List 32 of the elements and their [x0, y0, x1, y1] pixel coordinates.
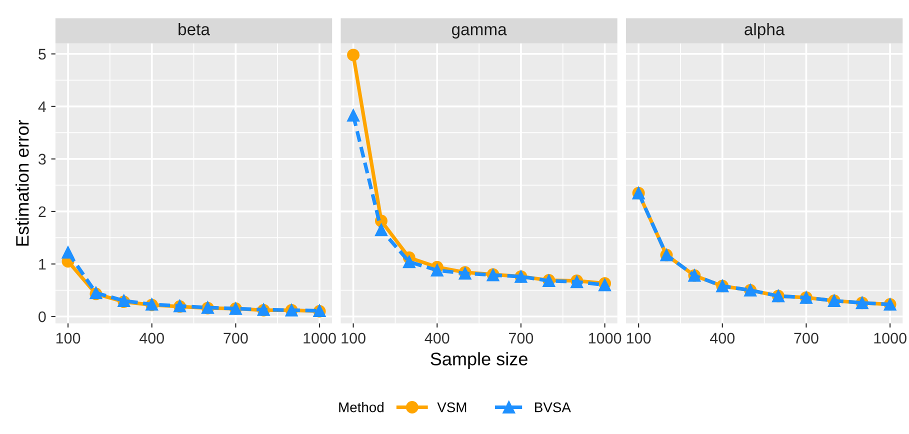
x-tick-label: 400 [710, 332, 735, 344]
x-tick-label: 1000 [588, 332, 622, 344]
y-tick-label: 4 [38, 101, 46, 112]
point [374, 224, 388, 236]
legend-title: Method [339, 402, 384, 412]
x-tick-label: 400 [424, 332, 450, 344]
x-tick-label: 1000 [874, 332, 906, 344]
x-tick-label: 100 [56, 332, 80, 344]
y-axis-title: Estimation error [16, 120, 29, 246]
point [430, 264, 444, 277]
chart-title: alpha [744, 23, 785, 39]
y-tick-label: 3 [38, 154, 46, 165]
legend-label: BVSA [535, 402, 571, 412]
x-tick-label: 1000 [304, 332, 336, 344]
point [402, 256, 416, 268]
chart-title: beta [178, 23, 210, 36]
y-tick-label: 2 [38, 206, 46, 217]
point [347, 109, 360, 122]
x-tick-label: 700 [794, 332, 818, 344]
x-tick-label: 100 [342, 332, 366, 344]
y-tick-label: 5 [38, 48, 46, 60]
chart-title: gamma [452, 26, 507, 39]
x-tick-label: 700 [508, 332, 534, 344]
y-tick-label: 1 [39, 259, 46, 270]
x-tick-label: 100 [626, 332, 651, 344]
legend-label: VSM [437, 402, 466, 412]
point [62, 246, 74, 259]
x-tick-label: 700 [224, 332, 248, 344]
x-tick-label: 400 [139, 332, 164, 344]
x-axis-title: Sample size [430, 352, 528, 369]
point [347, 48, 360, 62]
y-tick-label: 0 [38, 311, 46, 322]
